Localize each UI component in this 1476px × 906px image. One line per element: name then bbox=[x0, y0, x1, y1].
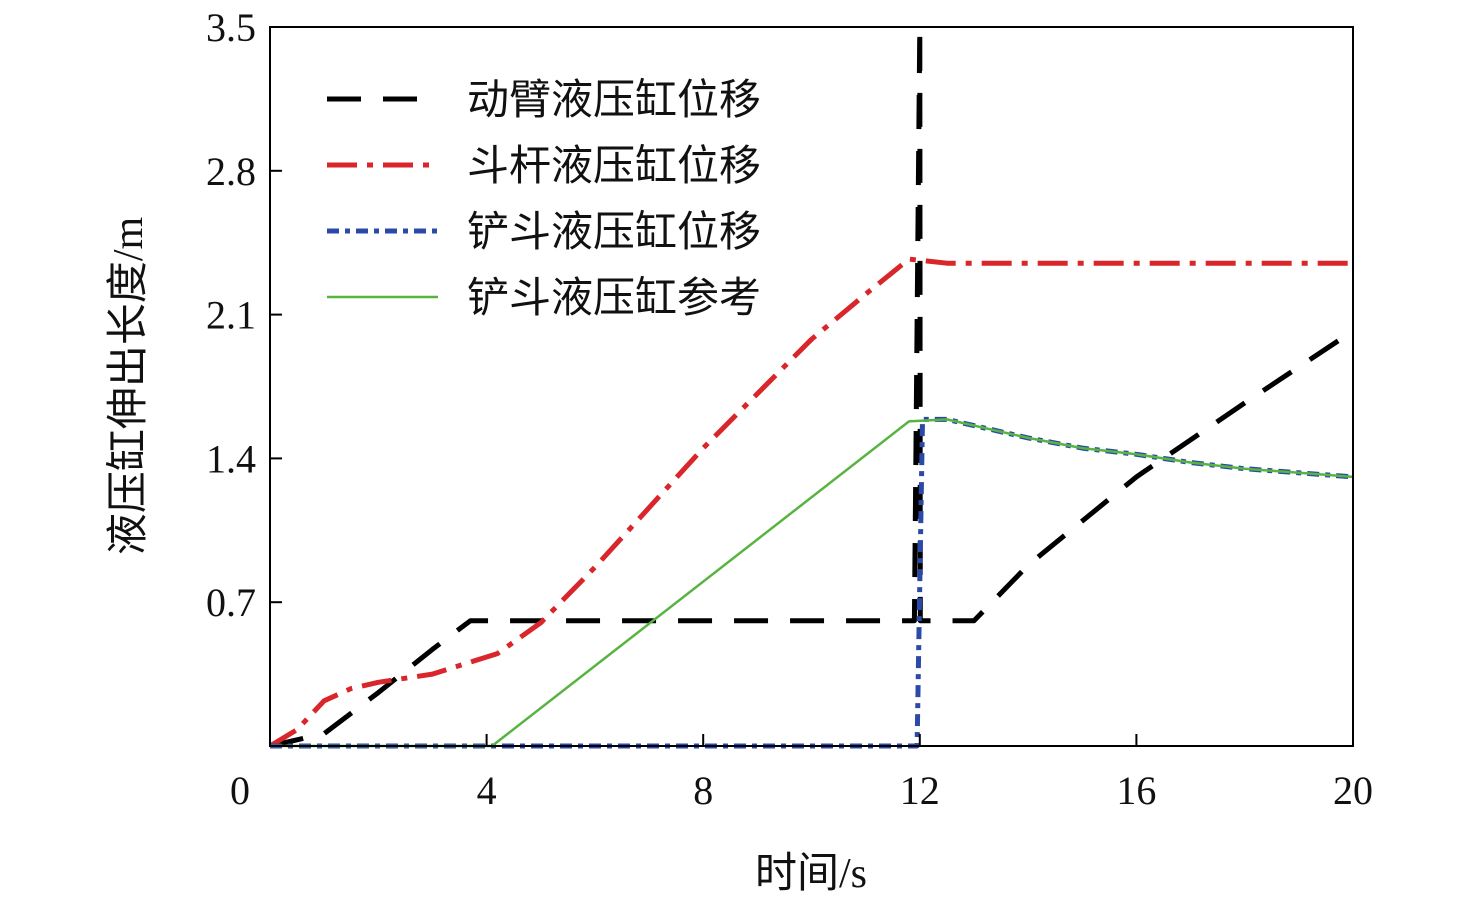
series-line-1 bbox=[269, 24, 1355, 749]
y-tick-label: 2.8 bbox=[206, 149, 256, 194]
legend-label-3: 铲斗液压缸位移 bbox=[467, 209, 761, 256]
series-line-3 bbox=[270, 416, 1354, 749]
series-line-2 bbox=[268, 256, 1353, 749]
legend-label-1: 动臂液压缸位移 bbox=[467, 77, 761, 124]
tick-layer: 0 4 8 12 16 20 0.7 1.4 2.1 2.8 3.5 bbox=[206, 5, 1373, 813]
x-axis-title: 时间/s bbox=[755, 851, 867, 897]
y-tick-label: 2.1 bbox=[206, 293, 256, 338]
y-tick-label: 0.7 bbox=[206, 580, 256, 625]
series-layer bbox=[268, 24, 1355, 749]
y-axis-title: 液压缸伸出长度/m bbox=[105, 217, 152, 556]
y-tick-label: 1.4 bbox=[206, 436, 256, 481]
y-tick-label: 3.5 bbox=[206, 5, 256, 50]
series-line-4 bbox=[270, 418, 1354, 748]
x-tick-label: 4 bbox=[477, 768, 497, 813]
x-tick-label: 8 bbox=[693, 768, 713, 813]
x-tick-label: 12 bbox=[900, 768, 940, 813]
legend-label-4: 铲斗液压缸参考 bbox=[467, 275, 761, 322]
legend-label-2: 斗杆液压缸位移 bbox=[467, 143, 761, 190]
x-tick-label: 20 bbox=[1333, 768, 1373, 813]
x-tick-label: 16 bbox=[1116, 768, 1156, 813]
x-tick-label: 0 bbox=[230, 768, 250, 813]
plot-frame bbox=[269, 26, 1354, 747]
